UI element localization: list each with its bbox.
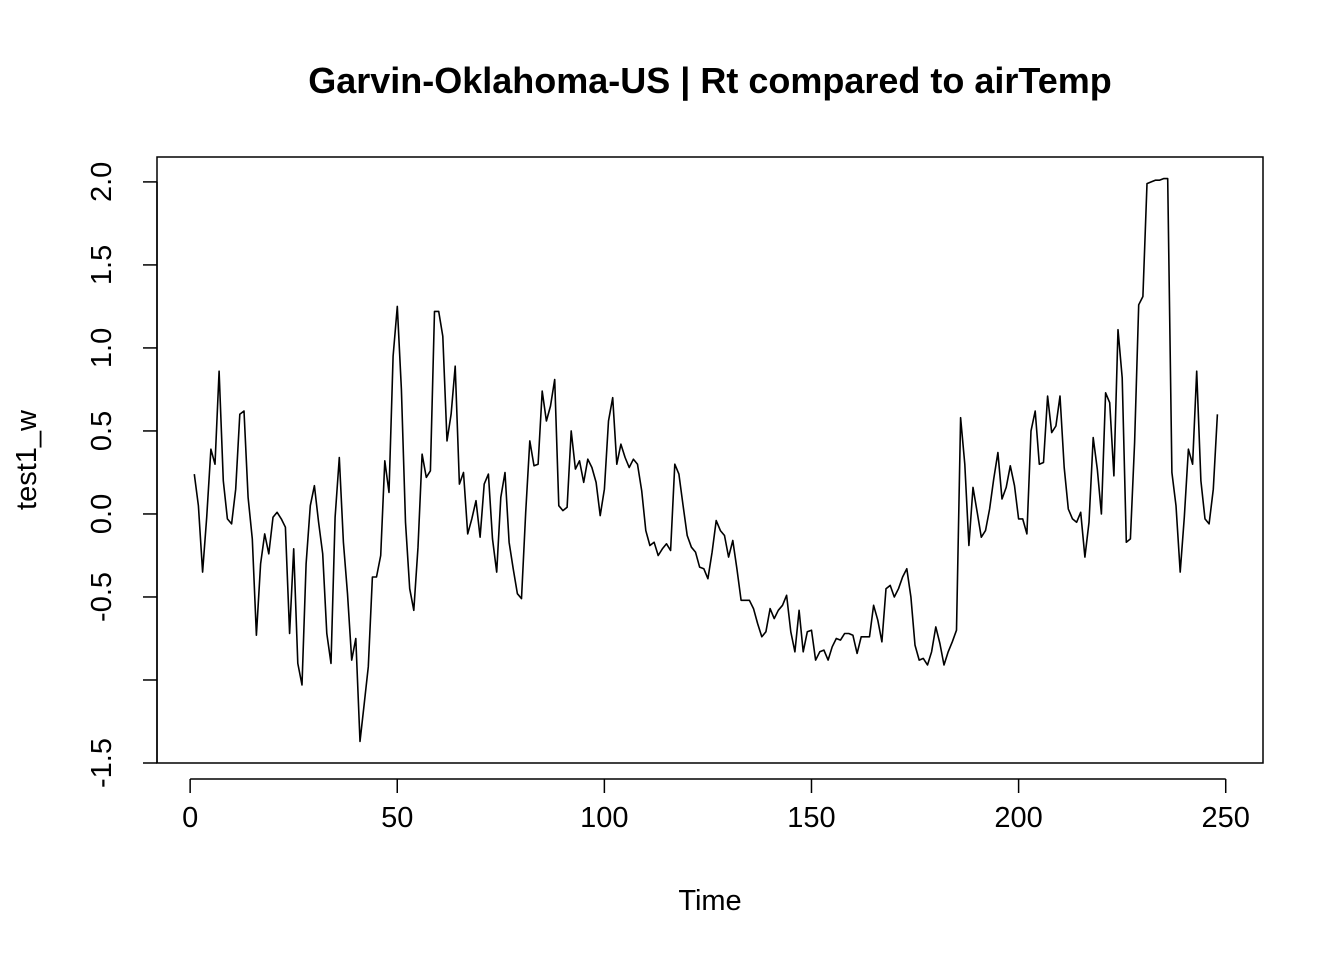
y-axis: -1.5 -0.5 0.0 0.5 1.0 1.5 2.0 (86, 162, 158, 788)
y-tick-label: 2.0 (86, 162, 118, 202)
plot-frame (156, 156, 1264, 764)
y-tick-label: -1.5 (86, 738, 118, 788)
x-tick-label: 200 (994, 802, 1042, 834)
y-tick-label: 1.5 (86, 245, 118, 285)
x-tick-label: 50 (381, 802, 413, 834)
y-tick-label: 0.0 (86, 494, 118, 534)
x-tick-label: 0 (182, 802, 198, 834)
y-axis-title: test1_w (11, 409, 43, 510)
chart-title: Garvin-Oklahoma-US | Rt compared to airT… (308, 60, 1112, 102)
x-axis: 0 50 100 150 200 250 (182, 778, 1250, 834)
y-tick-label: -0.5 (86, 572, 118, 622)
x-tick-label: 250 (1202, 802, 1250, 834)
y-tick-label: 1.0 (86, 328, 118, 368)
series-line (193, 177, 1219, 743)
x-tick-label: 150 (787, 802, 835, 834)
x-tick-label: 100 (580, 802, 628, 834)
y-tick-label: 0.5 (86, 411, 118, 451)
x-axis-title: Time (678, 885, 741, 917)
